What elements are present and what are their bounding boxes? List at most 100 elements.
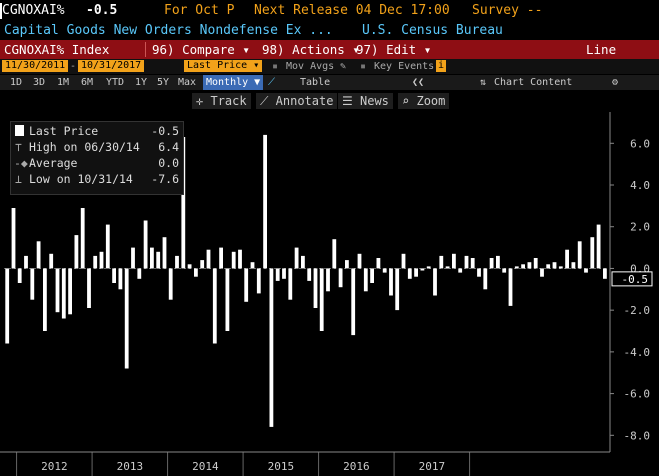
edit-button[interactable]: 97) Edit ▾ bbox=[356, 40, 431, 59]
bar bbox=[527, 262, 532, 269]
period-1y[interactable]: 1Y bbox=[135, 77, 148, 88]
bar bbox=[301, 255, 305, 269]
bar bbox=[17, 268, 22, 283]
line-chart-icon[interactable]: ⟋ bbox=[268, 77, 275, 88]
bar bbox=[552, 262, 557, 269]
last-value-label: -0.5 bbox=[622, 273, 649, 286]
period-5y[interactable]: 5Y bbox=[157, 77, 170, 88]
gear-icon[interactable]: ⚙ bbox=[612, 77, 619, 88]
bar bbox=[137, 268, 142, 279]
period-ytd[interactable]: YTD bbox=[106, 77, 125, 88]
compare-button[interactable]: 96) Compare ▾ bbox=[152, 40, 250, 59]
bar bbox=[269, 268, 274, 427]
bar bbox=[282, 268, 286, 279]
period-bar: 1D 3D 1M 6M YTD 1Y 5Y Max Monthly ▼ ⟋ Ta… bbox=[0, 75, 659, 90]
bar bbox=[338, 268, 343, 288]
bar bbox=[162, 237, 167, 269]
bar bbox=[225, 268, 230, 331]
bar-chart[interactable]: 6.04.02.00.0-2.0-4.0-6.0-8.0-0.5 2012 201… bbox=[0, 112, 659, 476]
news-button[interactable]: ☰ News bbox=[338, 93, 393, 109]
legend-average-label: Average bbox=[29, 156, 78, 170]
collapse-icon[interactable]: ❮❮ bbox=[412, 77, 425, 88]
x-axis: 2012 2013 2014 2015 2016 2017 bbox=[0, 451, 610, 473]
checkbox-icon[interactable]: ▪ bbox=[272, 61, 279, 72]
bar bbox=[439, 255, 444, 269]
track-button[interactable]: ✛ Track bbox=[192, 93, 251, 109]
bar bbox=[156, 251, 161, 269]
bar bbox=[112, 268, 116, 283]
bar bbox=[370, 268, 374, 283]
dropdown-icon: ▾ bbox=[242, 42, 250, 57]
period-3d[interactable]: 3D bbox=[33, 77, 46, 88]
security-field[interactable]: CGNOXAI% Index bbox=[4, 42, 110, 57]
period-1d[interactable]: 1D bbox=[10, 77, 23, 88]
period-max[interactable]: Max bbox=[178, 77, 197, 88]
text-cursor bbox=[0, 3, 3, 19]
frequency-select[interactable]: Monthly ▼ bbox=[203, 75, 264, 90]
bar bbox=[194, 268, 198, 277]
end-date-input[interactable]: 10/31/2017 bbox=[78, 60, 145, 72]
dropdown-icon: ▾ bbox=[352, 42, 360, 57]
bar bbox=[558, 266, 563, 269]
x-tick-label: 2014 bbox=[192, 460, 219, 473]
bar bbox=[80, 208, 85, 269]
x-tick-label: 2016 bbox=[343, 460, 370, 473]
ticker-last-value: -0.5 bbox=[86, 3, 118, 18]
bar bbox=[584, 268, 588, 273]
high-marker-icon: ⊤ bbox=[15, 140, 22, 154]
info-icon[interactable]: i bbox=[436, 60, 446, 72]
annotate-label: Annotate bbox=[275, 94, 334, 108]
y-axis: 6.04.02.00.0-2.0-4.0-6.0-8.0-0.5 bbox=[609, 112, 653, 452]
start-date-input[interactable]: 11/30/2011 bbox=[2, 60, 69, 72]
y-tick-label: 6.0 bbox=[630, 137, 650, 150]
x-axis-separators bbox=[16, 452, 471, 476]
bar bbox=[376, 258, 381, 269]
low-marker-icon: ⊥ bbox=[15, 172, 22, 186]
x-tick-label: 2015 bbox=[268, 460, 295, 473]
bar-series bbox=[4, 134, 608, 427]
bar bbox=[288, 268, 293, 300]
chart-content-button[interactable]: Chart Content bbox=[494, 77, 573, 88]
bar bbox=[596, 224, 601, 269]
period-6m[interactable]: 6M bbox=[81, 77, 94, 88]
legend-last-price-value: -0.5 bbox=[151, 124, 179, 138]
bar bbox=[55, 268, 60, 313]
data-source: U.S. Census Bureau bbox=[362, 23, 503, 38]
bar bbox=[275, 268, 280, 281]
key-events-toggle[interactable]: Key Events bbox=[374, 61, 435, 72]
zoom-button[interactable]: ⌕ Zoom bbox=[398, 93, 450, 109]
y-tick-label: 4.0 bbox=[630, 179, 650, 192]
table-button[interactable]: Table bbox=[300, 77, 331, 88]
bar bbox=[351, 268, 356, 336]
mov-avgs-toggle[interactable]: Mov Avgs bbox=[286, 61, 335, 72]
pencil-icon[interactable]: ✎ bbox=[340, 61, 347, 72]
actions-button[interactable]: 98) Actions ▾ bbox=[262, 40, 360, 59]
bar bbox=[231, 251, 236, 269]
bar bbox=[395, 268, 400, 311]
y-tick-label: -8.0 bbox=[624, 429, 651, 442]
bar bbox=[68, 268, 72, 315]
annotate-icon: ⟋ bbox=[260, 94, 269, 108]
legend-last-price-label: Last Price bbox=[29, 124, 99, 138]
bar bbox=[219, 247, 223, 269]
news-label: News bbox=[360, 94, 389, 108]
bar bbox=[43, 268, 47, 331]
bar bbox=[250, 262, 255, 269]
bar bbox=[521, 264, 525, 269]
chart-toolbar: ✛ Track ⟋ Annotate ☰ News ⌕ Zoom bbox=[0, 92, 659, 110]
bar bbox=[577, 241, 582, 269]
legend-average-value: 0.0 bbox=[158, 156, 179, 170]
bar bbox=[168, 268, 173, 300]
annotate-button[interactable]: ⟋ Annotate bbox=[256, 93, 338, 109]
checkbox-icon[interactable]: ▪ bbox=[360, 61, 367, 72]
period-1m[interactable]: 1M bbox=[57, 77, 70, 88]
bar bbox=[61, 268, 66, 319]
bar bbox=[244, 268, 249, 302]
bar bbox=[24, 255, 28, 269]
bar bbox=[143, 220, 148, 269]
bar bbox=[5, 268, 10, 344]
bar bbox=[49, 253, 54, 269]
bar bbox=[382, 268, 387, 273]
x-tick-label: 2012 bbox=[41, 460, 68, 473]
field-select[interactable]: Last Price ▾ bbox=[184, 60, 263, 72]
